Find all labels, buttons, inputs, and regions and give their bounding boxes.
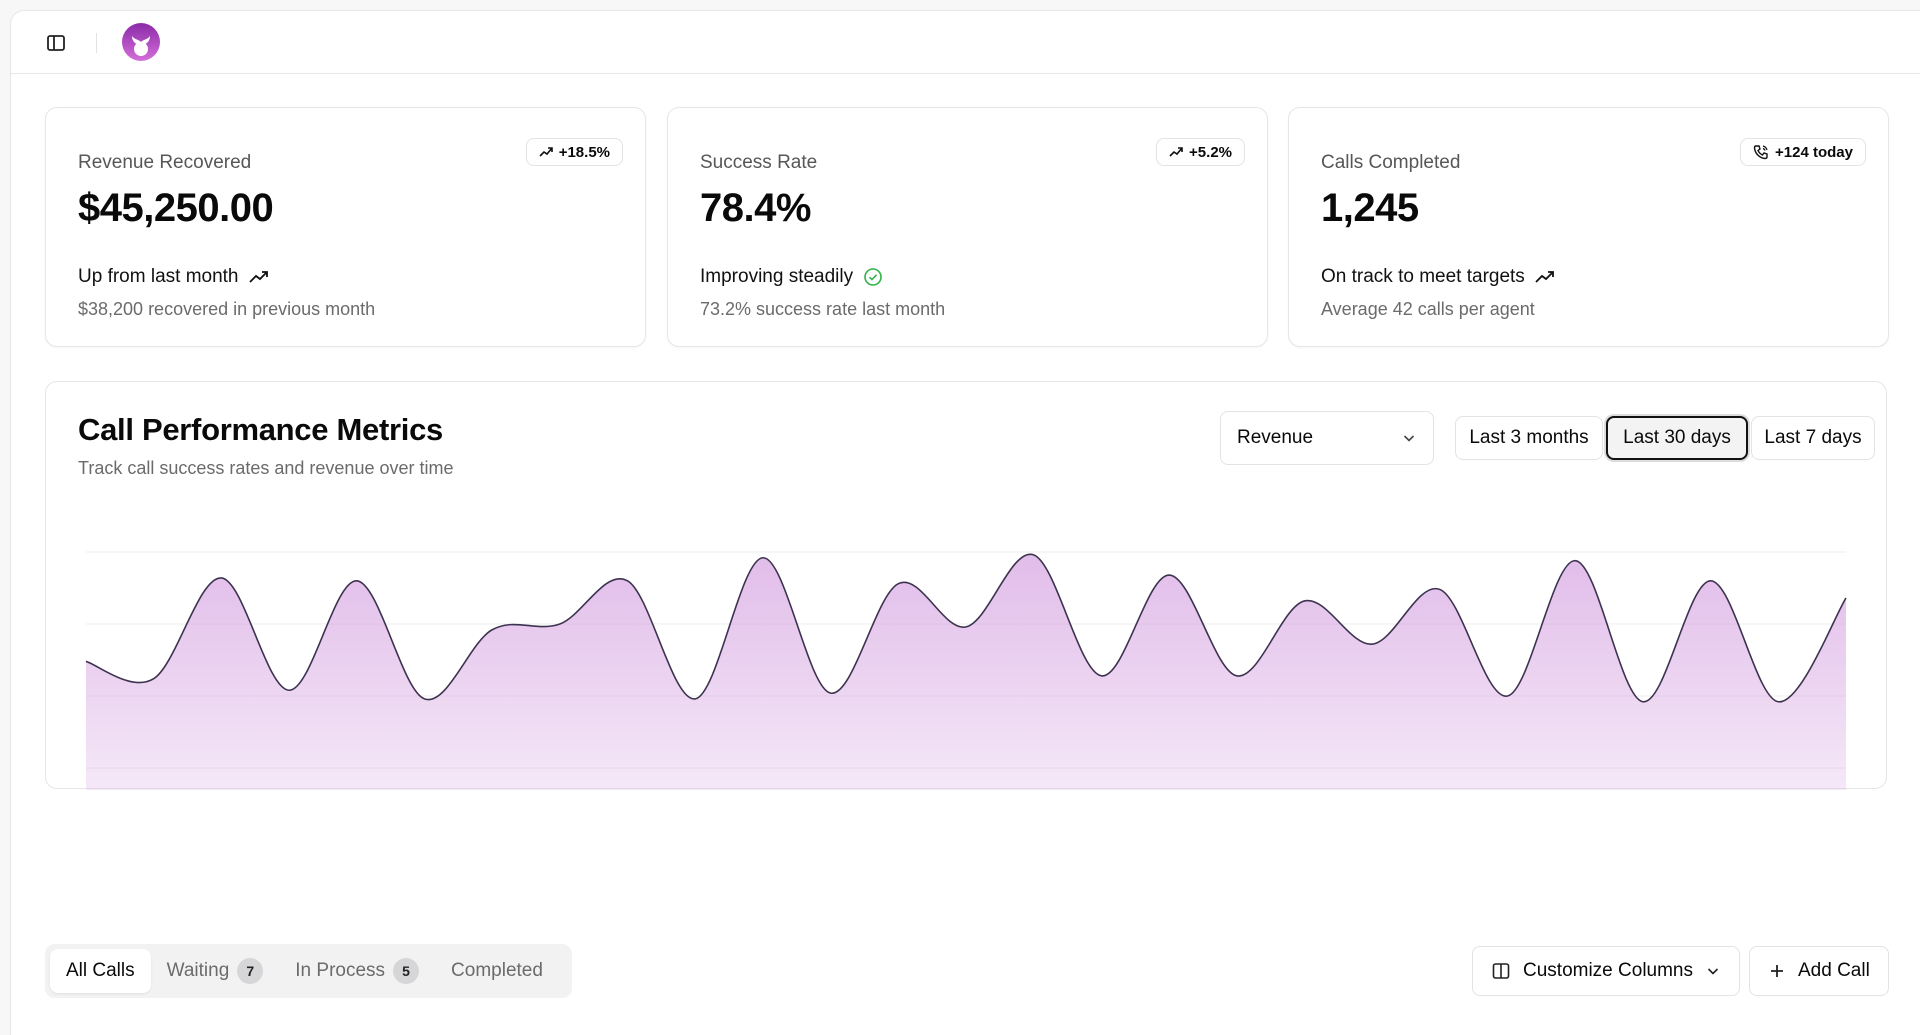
chart-subtitle: Track call success rates and revenue ove…: [78, 458, 454, 478]
chevron-down-icon: [1403, 435, 1415, 442]
card-label: Success Rate: [700, 152, 818, 173]
tab-label: Completed: [451, 960, 543, 981]
tab-label: In Process: [295, 960, 386, 981]
badge-text: +5.2%: [1189, 143, 1232, 161]
tab-all-calls[interactable]: All Calls: [50, 949, 151, 993]
badge-text: +18.5%: [558, 143, 610, 161]
note-text: On track to meet targets: [1321, 266, 1525, 287]
note-text: Up from last month: [78, 266, 239, 287]
sidebar-toggle-button[interactable]: [45, 32, 67, 54]
tab-completed[interactable]: Completed: [435, 949, 559, 993]
range-last-3-months-button[interactable]: Last 3 months: [1455, 416, 1603, 460]
trend-badge: +18.5%: [525, 138, 623, 166]
trending-up-icon: [1169, 147, 1183, 157]
call-performance-chart-card: Call Performance Metrics Track call succ…: [45, 381, 1887, 790]
card-value: 1,245: [1321, 186, 1419, 230]
phone-icon: [1753, 145, 1768, 160]
card-subtext: 73.2% success rate last month: [700, 299, 946, 319]
columns-icon: [1492, 963, 1510, 979]
app-window: Revenue Recovered $45,250.00 +18.5% Up f…: [10, 10, 1920, 1035]
card-subtext: Average 42 calls per agent: [1321, 299, 1535, 319]
trending-up-icon: [539, 147, 553, 157]
add-call-label: Add Call: [1798, 960, 1870, 981]
brand-logo-icon[interactable]: [121, 22, 161, 62]
calls-completed-card: Calls Completed 1,245 +124 today On trac…: [1288, 107, 1889, 347]
waiting-count-badge: 7: [237, 958, 264, 984]
badge-text: +124 today: [1775, 143, 1853, 161]
card-value: 78.4%: [700, 186, 811, 230]
trending-up-icon: [1535, 271, 1554, 283]
trending-up-icon: [248, 271, 268, 283]
card-label: Calls Completed: [1321, 152, 1461, 173]
plus-icon: [1771, 965, 1783, 977]
area-chart: Jun 1Jun 3Jun 5Jun 7Jun 9Jun 11Jun 13Jun…: [85, 551, 1847, 790]
calls-today-badge: +124 today: [1740, 138, 1866, 166]
revenue-area-fill: [86, 554, 1846, 790]
top-bar: [11, 11, 1920, 74]
card-note: Up from last month: [78, 266, 269, 288]
success-rate-card: Success Rate 78.4% +5.2% Improving stead…: [667, 107, 1268, 347]
range-last-7-days-button[interactable]: Last 7 days: [1751, 416, 1875, 460]
card-subtext: $38,200 recovered in previous month: [78, 299, 376, 319]
trend-badge: +5.2%: [1156, 138, 1245, 166]
revenue-recovered-card: Revenue Recovered $45,250.00 +18.5% Up f…: [45, 107, 646, 347]
card-note: Improving steadily: [700, 266, 883, 288]
add-call-button[interactable]: Add Call: [1749, 946, 1889, 996]
tab-in-process[interactable]: In Process 5: [279, 949, 435, 993]
card-note: On track to meet targets: [1321, 266, 1555, 288]
chart-title: Call Performance Metrics: [78, 412, 443, 447]
tab-waiting[interactable]: Waiting 7: [151, 949, 280, 993]
call-status-tabs: All Calls Waiting 7 In Process 5 Complet…: [45, 944, 572, 998]
check-circle-icon: [864, 268, 882, 286]
card-value: $45,250.00: [78, 186, 274, 230]
customize-columns-button[interactable]: Customize Columns: [1472, 946, 1740, 996]
revenue-series-line: [85, 553, 1847, 703]
in-process-count-badge: 5: [393, 958, 420, 984]
range-last-30-days-button[interactable]: Last 30 days: [1606, 416, 1748, 460]
metric-select[interactable]: Revenue: [1220, 411, 1434, 465]
note-text: Improving steadily: [700, 266, 854, 287]
chevron-down-icon: [1707, 968, 1719, 975]
header-divider: [96, 33, 97, 53]
card-label: Revenue Recovered: [78, 152, 252, 173]
tab-label: Waiting: [166, 960, 230, 981]
tab-label: All Calls: [66, 960, 135, 981]
sidebar-panel-icon: [47, 35, 65, 51]
customize-columns-label: Customize Columns: [1523, 960, 1693, 981]
metric-select-value: Revenue: [1237, 427, 1314, 448]
